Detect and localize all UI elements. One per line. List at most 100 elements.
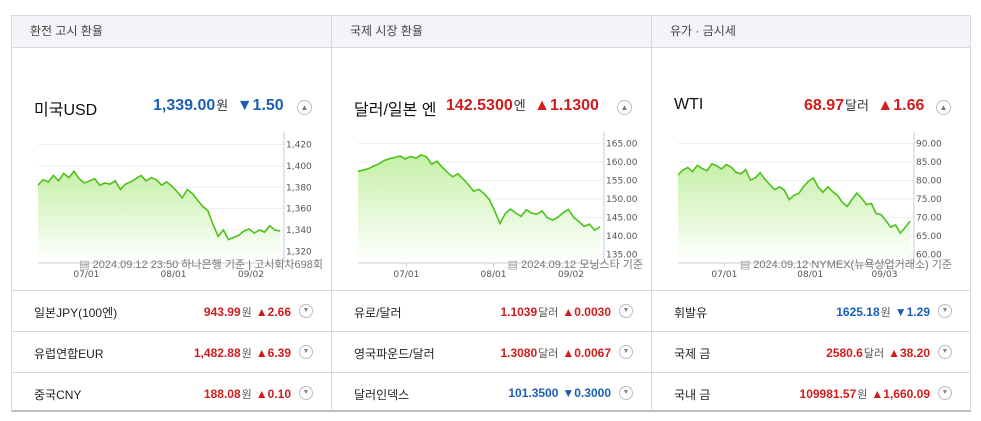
up-arrow-icon: ▲	[888, 346, 900, 360]
row-unit: 달러	[538, 307, 559, 319]
y-tick-label: 140.00	[606, 232, 638, 242]
market-widget: 환전 고시 환율 미국USD 1,339.00원 ▼1.50 ▲ 1,420 1,…	[11, 15, 971, 412]
row-value: 101.3500 ▼0.3000	[508, 386, 611, 400]
x-tick-label: 07/01	[393, 270, 419, 280]
row-change: 1.29	[906, 305, 930, 319]
row-change: 2.66	[267, 305, 291, 319]
main-change: ▲1.1300	[534, 97, 599, 114]
list-item[interactable]: 국제 금 2580.6달러 ▲38.20 ▼	[652, 331, 970, 372]
up-arrow-icon: ▲	[562, 305, 575, 319]
row-unit: 원	[241, 389, 252, 401]
row-change: 0.0030	[574, 305, 611, 319]
doc-icon: ▤	[507, 259, 519, 271]
row-value: 109981.57원 ▲1,660.09	[800, 386, 930, 402]
row-change: 0.0067	[574, 346, 611, 360]
row-change: 0.3000	[574, 386, 611, 400]
chevron-down-icon[interactable]: ▼	[938, 304, 952, 318]
source-text: 2024.09.12 NYMEX(뉴욕상업거래소) 기준	[753, 259, 952, 271]
list-item[interactable]: 유럽연합EUR 1,482.88원 ▲6.39 ▼	[12, 331, 331, 372]
y-tick-label: 165.00	[606, 139, 638, 149]
row-name: 국제 금	[674, 347, 711, 361]
main-value: 68.97달러 ▲1.66	[804, 95, 924, 115]
series-line	[37, 169, 281, 241]
doc-icon: ▤	[739, 259, 751, 271]
row-name: 중국CNY	[34, 388, 82, 402]
row-number: 1.1039	[500, 305, 538, 319]
chevron-up-icon[interactable]: ▲	[617, 100, 632, 115]
y-tick-label: 1,420	[286, 141, 312, 151]
list-item[interactable]: 중국CNY 188.08원 ▲0.10 ▼	[12, 372, 331, 413]
row-value: 1,482.88원 ▲6.39	[194, 345, 291, 361]
y-tick-label: 1,400	[286, 162, 312, 172]
row-name: 국내 금	[674, 388, 711, 402]
y-tick-label: 60.00	[916, 251, 942, 261]
chevron-down-icon[interactable]: ▼	[619, 386, 633, 400]
x-tick-label: 07/01	[73, 270, 99, 280]
row-number: 943.99	[203, 305, 241, 319]
up-arrow-icon: ▲	[877, 97, 894, 114]
x-tick-label: 09/02	[238, 270, 264, 280]
source-note: ▤ 2024.09.12 23:50 하나은행 기준 | 고시회차698회	[79, 256, 323, 272]
list-item[interactable]: 영국파운드/달러 1.3080달러 ▲0.0067 ▼	[332, 331, 651, 372]
list-item[interactable]: 일본JPY(100엔) 943.99원 ▲2.66 ▼	[12, 290, 331, 331]
row-value: 943.99원 ▲2.66	[204, 304, 291, 320]
main-value: 1,339.00원 ▼1.50	[153, 95, 284, 115]
row-value: 188.08원 ▲0.10	[204, 386, 291, 402]
y-tick-label: 150.00	[606, 195, 638, 205]
y-tick-label: 80.00	[916, 176, 942, 186]
chevron-down-icon[interactable]: ▼	[299, 386, 313, 400]
y-tick-label: 90.00	[916, 139, 942, 149]
list-item[interactable]: 국내 금 109981.57원 ▲1,660.09 ▼	[652, 372, 970, 413]
row-number: 188.08	[203, 387, 241, 401]
y-tick-label: 85.00	[916, 158, 942, 168]
doc-icon: ▤	[79, 259, 90, 271]
main-change-value: 1.1300	[550, 97, 599, 114]
row-name: 유로/달러	[354, 306, 402, 320]
y-tick-label: 145.00	[606, 214, 638, 224]
main-unit: 달러	[845, 98, 869, 113]
down-arrow-icon: ▼	[562, 386, 575, 400]
series-area	[38, 171, 280, 262]
row-change: 1,660.09	[883, 387, 930, 401]
main-name: 달러/일본 엔	[354, 102, 437, 119]
y-tick-label: 65.00	[916, 232, 942, 242]
row-number: 109981.57	[799, 387, 857, 401]
series-line	[357, 154, 601, 232]
list-item[interactable]: 유로/달러 1.1039달러 ▲0.0030 ▼	[332, 290, 651, 331]
tab-oil-gold[interactable]: 유가 · 금시세	[652, 16, 970, 48]
chevron-down-icon[interactable]: ▼	[619, 345, 633, 359]
list-item[interactable]: 휘발유 1625.18원 ▼1.29 ▼	[652, 290, 970, 331]
x-tick-label: 08/01	[797, 270, 823, 280]
row-name: 일본JPY(100엔)	[34, 306, 118, 320]
y-tick-label: 155.00	[606, 176, 638, 186]
chevron-down-icon[interactable]: ▼	[299, 304, 313, 318]
chevron-down-icon[interactable]: ▼	[938, 386, 952, 400]
chart-jpy: 165.00 160.00 155.00 150.00 145.00 140.00 135.…	[357, 132, 638, 280]
row-change: 6.39	[267, 346, 291, 360]
series-area	[358, 154, 600, 262]
main-unit: 원	[216, 98, 229, 113]
chevron-up-icon[interactable]: ▲	[297, 100, 312, 115]
main-unit: 엔	[513, 98, 526, 113]
main-change: ▲1.66	[877, 97, 924, 114]
row-unit: 원	[241, 307, 252, 319]
chevron-down-icon[interactable]: ▼	[299, 345, 313, 359]
chevron-down-icon[interactable]: ▼	[619, 304, 633, 318]
tab-intl-market[interactable]: 국제 시장 환율	[332, 16, 651, 48]
x-tick-label: 09/02	[558, 270, 584, 280]
chevron-down-icon[interactable]: ▼	[938, 345, 952, 359]
main-quote: 달러/일본 엔 142.5300엔 ▲1.1300 ▲ 165.00 160.00…	[332, 48, 651, 290]
up-arrow-icon: ▲	[534, 97, 550, 114]
row-number: 2580.6	[826, 346, 863, 360]
x-tick-label: 08/01	[481, 270, 507, 280]
tab-exchange-notice[interactable]: 환전 고시 환율	[12, 16, 331, 48]
row-unit: 원	[241, 348, 252, 360]
chevron-up-icon[interactable]: ▲	[936, 100, 951, 115]
column-intl-market: 국제 시장 환율 달러/일본 엔 142.5300엔 ▲1.1300 ▲ 165…	[332, 16, 652, 410]
x-tick-label: 07/01	[711, 270, 737, 280]
row-number: 1.3080	[500, 346, 538, 360]
main-number: 68.97	[804, 97, 845, 114]
column-oil-gold: 유가 · 금시세 WTI 68.97달러 ▲1.66 ▲ 90.00 85.00 8…	[652, 16, 970, 410]
y-tick-label: 160.00	[606, 158, 638, 168]
list-item[interactable]: 달러인덱스 101.3500 ▼0.3000 ▼	[332, 372, 651, 413]
